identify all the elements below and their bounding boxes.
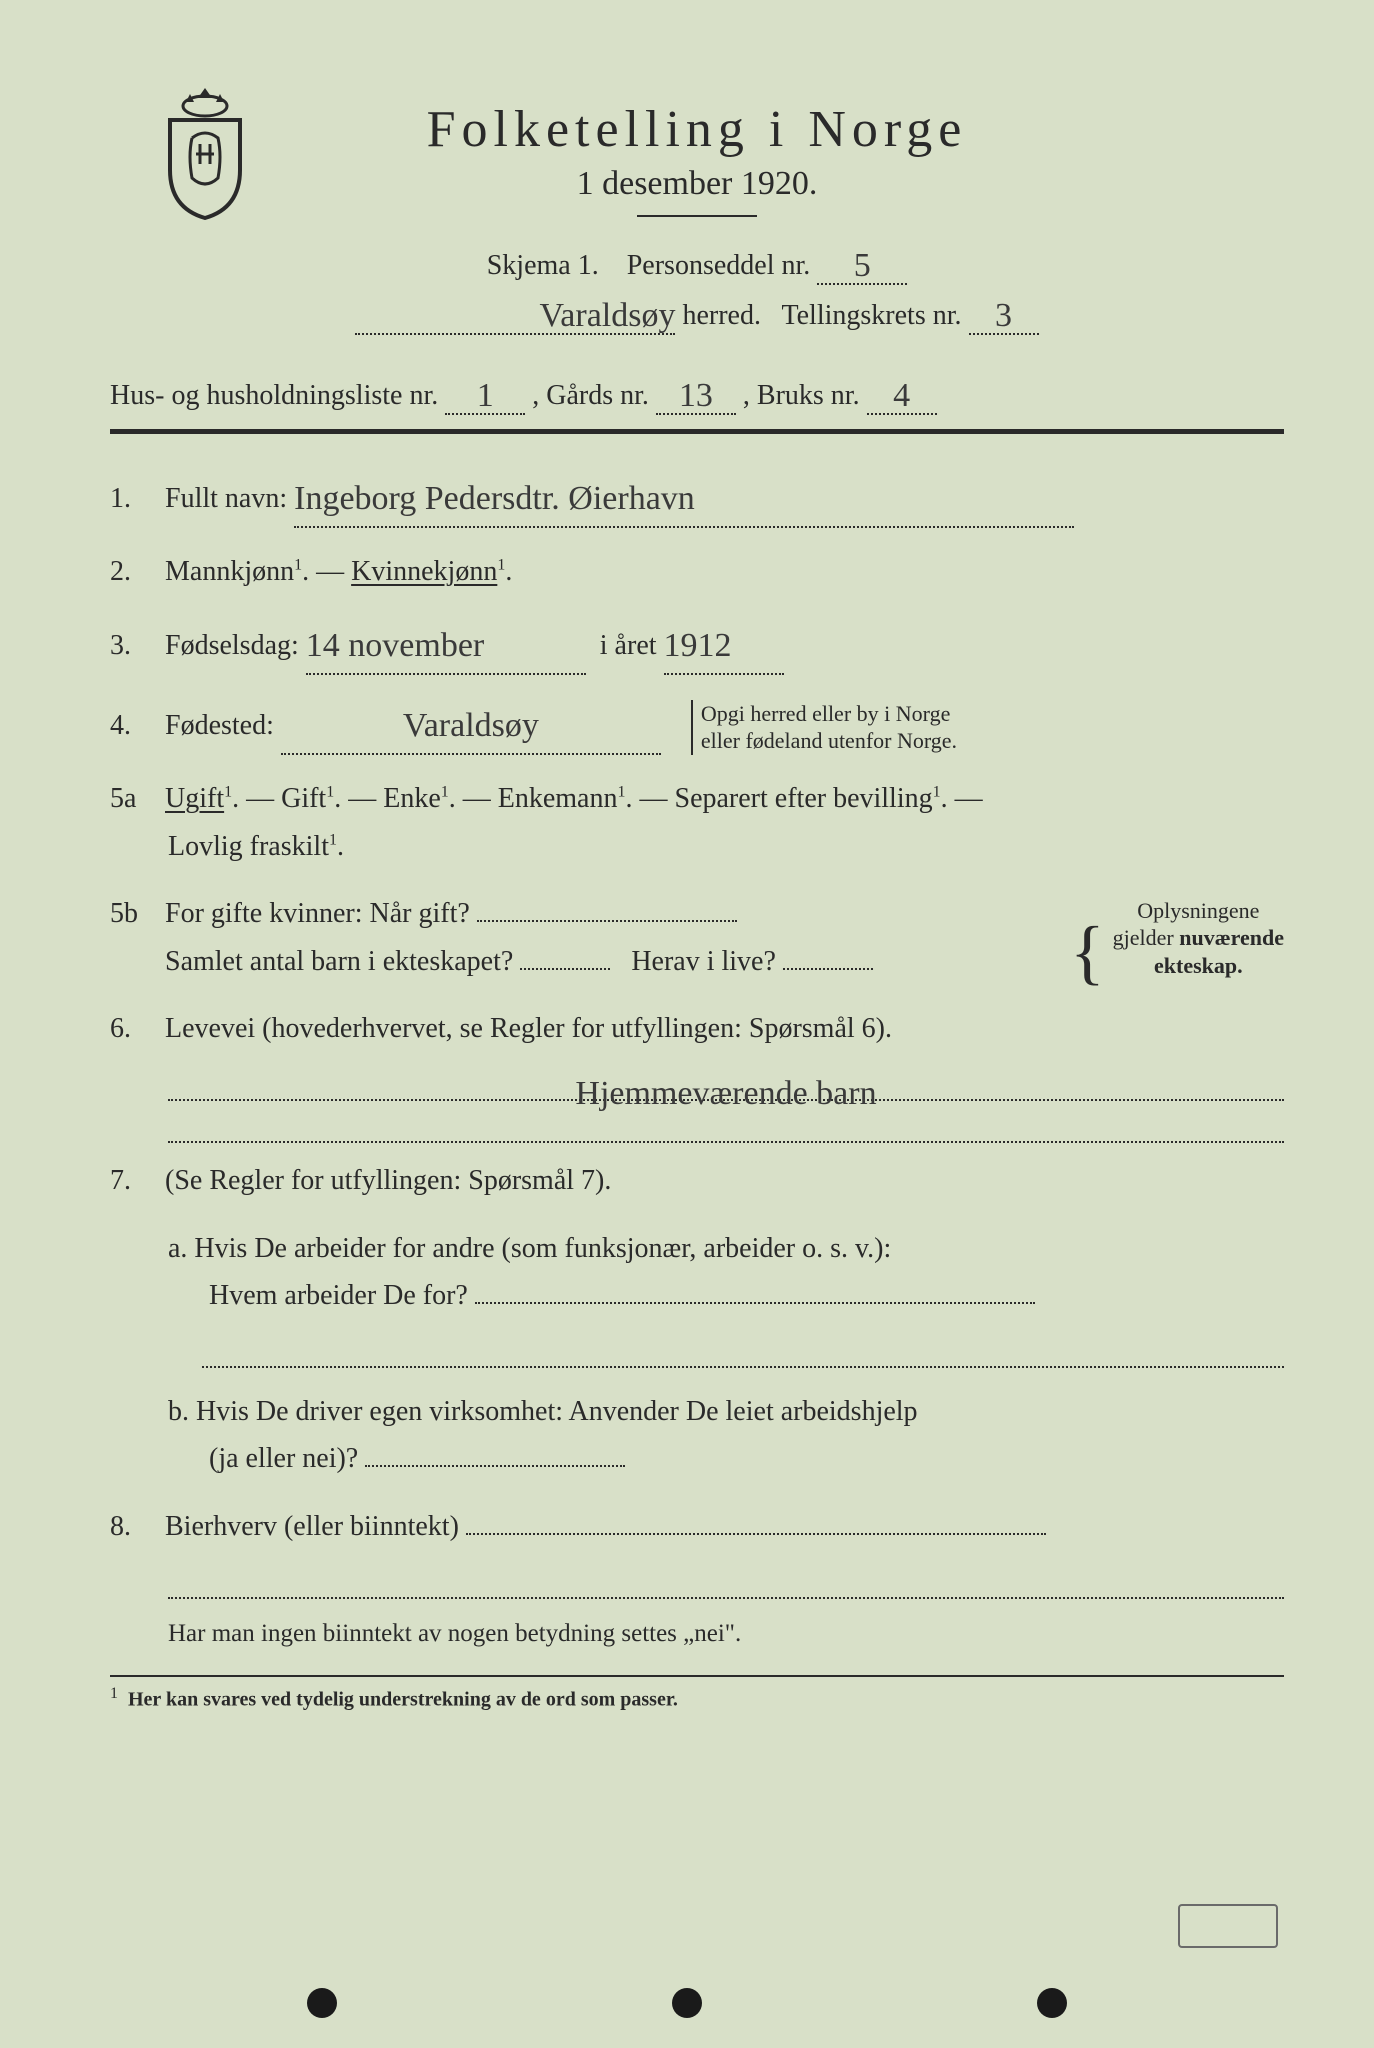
question-7: 7. (Se Regler for utfyllingen: Spørsmål …: [110, 1157, 1284, 1205]
personseddel-value: 5: [854, 247, 871, 284]
herred-name: Varaldsøy: [540, 297, 676, 334]
q5b-num: 5b: [110, 890, 158, 938]
question-1: 1. Fullt navn: Ingeborg Pedersdtr. Øierh…: [110, 468, 1284, 528]
question-2: 2. Mannkjønn1. — Kvinnekjønn1.: [110, 548, 1284, 596]
hus-line: Hus- og husholdningsliste nr. 1 , Gårds …: [110, 375, 1284, 415]
q3-mid: i året: [600, 630, 657, 661]
q7-b1: b. Hvis De driver egen virksomhet: Anven…: [168, 1396, 918, 1427]
q5a-opt4: Separert efter bevilling: [675, 783, 933, 814]
question-4: 4. Fødested: Varaldsøy Opgi herred eller…: [110, 695, 1284, 755]
q8-num: 8.: [110, 1503, 158, 1551]
bruks-value: 4: [893, 377, 910, 414]
herred-line: Varaldsøy herred. Tellingskrets nr. 3: [110, 295, 1284, 335]
question-5a: 5a Ugift1. — Gift1. — Enke1. — Enkemann1…: [110, 775, 1284, 870]
q5b-note2: gjelder: [1113, 925, 1174, 950]
husliste-label: Hus- og husholdningsliste nr.: [110, 380, 438, 411]
skjema-line: Skjema 1. Personseddel nr. 5: [110, 245, 1284, 285]
q3-num: 3.: [110, 622, 158, 670]
q4-sidenote: Opgi herred eller by i Norge eller fødel…: [691, 700, 957, 755]
q5a-opt3: Enkemann: [498, 783, 618, 814]
q8-line2: [168, 1571, 1284, 1599]
q6-line2: [168, 1115, 1284, 1143]
q2-opt2: Kvinnekjønn: [351, 556, 497, 587]
q5a-num: 5a: [110, 775, 158, 823]
q3-day: 14 november: [306, 627, 484, 664]
tail-note: Har man ingen biinntekt av nogen betydni…: [110, 1613, 1284, 1656]
q6-label: Levevei (hovederhvervet, se Regler for u…: [165, 1013, 892, 1044]
q5b-l2: Samlet antal barn i ekteskapet?: [165, 946, 513, 977]
herred-label: herred.: [682, 300, 761, 331]
q7-a2: Hvem arbeider De for?: [209, 1280, 468, 1311]
footnote-text: Her kan svares ved tydelig understreknin…: [128, 1689, 678, 1711]
question-5b: 5b For gifte kvinner: Når gift? Samlet a…: [110, 890, 1284, 985]
footer-rule: [110, 1675, 1284, 1677]
coat-of-arms-icon: [150, 80, 260, 220]
gards-label: , Gårds nr.: [532, 380, 649, 411]
q1-num: 1.: [110, 475, 158, 523]
personseddel-label: Personseddel nr.: [627, 250, 811, 281]
q7-label: (Se Regler for utfyllingen: Spørsmål 7).: [165, 1165, 611, 1196]
q6-line1: Hjemmeværende barn: [168, 1073, 1284, 1101]
q6-num: 6.: [110, 1005, 158, 1053]
bruks-label: , Bruks nr.: [743, 380, 860, 411]
footnote-num: 1: [110, 1685, 118, 1702]
subtitle: 1 desember 1920.: [110, 165, 1284, 203]
q3-label: Fødselsdag:: [165, 630, 299, 661]
q6-value: Hjemmeværende barn: [575, 1075, 876, 1112]
q4-value: Varaldsøy: [403, 707, 539, 744]
q5b-note2b: nuværende: [1179, 925, 1284, 950]
hole-icon: [672, 1988, 702, 2018]
q5a-opt5: Lovlig fraskilt: [110, 831, 329, 862]
q4-note2: eller fødeland utenfor Norge.: [701, 728, 957, 753]
q4-num: 4.: [110, 702, 158, 750]
tellingskrets-value: 3: [995, 297, 1012, 334]
q2-opt1: Mannkjønn: [165, 556, 294, 587]
q4-note1: Opgi herred eller by i Norge: [701, 701, 950, 726]
q3-year: 1912: [664, 627, 732, 664]
question-7b: b. Hvis De driver egen virksomhet: Anven…: [110, 1388, 1284, 1483]
q7-num: 7.: [110, 1157, 158, 1205]
q2-dash: —: [316, 556, 351, 587]
q5b-l1: For gifte kvinner: Når gift?: [165, 898, 470, 929]
hole-icon: [1037, 1988, 1067, 2018]
q1-label: Fullt navn:: [165, 483, 287, 514]
q5b-note1: Oplysningene: [1137, 898, 1259, 923]
q5a-opt2: Enke: [383, 783, 441, 814]
q7-a1: a. Hvis De arbeider for andre (som funks…: [168, 1233, 891, 1264]
q1-value: Ingeborg Pedersdtr. Øierhavn: [294, 480, 695, 517]
q8-label: Bierhverv (eller biinntekt): [165, 1511, 459, 1542]
hole-icon: [307, 1988, 337, 2018]
printer-stamp: [1178, 1904, 1278, 1948]
q5b-l3: Herav i live?: [631, 946, 776, 977]
tail-note-text: Har man ingen biinntekt av nogen betydni…: [168, 1620, 741, 1647]
gards-value: 13: [679, 377, 713, 414]
header-rule: [110, 429, 1284, 434]
question-3: 3. Fødselsdag: 14 november i året 1912: [110, 615, 1284, 675]
q5a-opt1: Gift: [281, 783, 326, 814]
skjema-label: Skjema 1.: [487, 250, 599, 281]
question-7a: a. Hvis De arbeider for andre (som funks…: [110, 1225, 1284, 1320]
question-6: 6. Levevei (hovederhvervet, se Regler fo…: [110, 1005, 1284, 1053]
main-title: Folketelling i Norge: [110, 100, 1284, 159]
q7a-line2: [202, 1340, 1284, 1368]
q5a-opt0: Ugift: [165, 783, 224, 814]
tellingskrets-label: Tellingskrets nr.: [781, 300, 961, 331]
question-8: 8. Bierhverv (eller biinntekt): [110, 1503, 1284, 1551]
q5b-sidenote: Oplysningene gjelder nuværende ekteskap.: [1105, 897, 1284, 980]
title-divider: [637, 215, 757, 217]
document-header: Folketelling i Norge 1 desember 1920. Sk…: [110, 100, 1284, 335]
punch-holes: [0, 1988, 1374, 2018]
q4-label: Fødested:: [165, 710, 274, 741]
husliste-value: 1: [477, 377, 494, 414]
footnote: 1 Her kan svares ved tydelig understrekn…: [110, 1685, 1284, 1712]
q2-num: 2.: [110, 548, 158, 596]
q5b-note3: ekteskap.: [1154, 953, 1243, 978]
q7-b2: (ja eller nei)?: [209, 1443, 358, 1474]
